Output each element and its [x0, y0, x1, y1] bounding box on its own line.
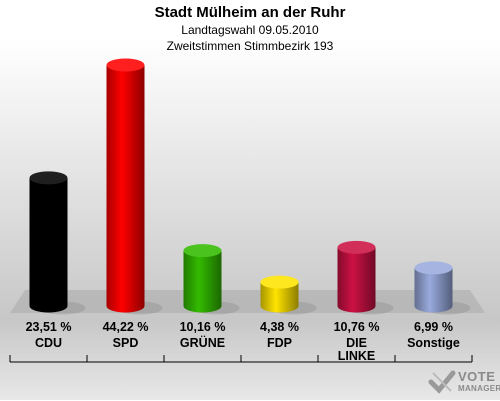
category-label-spd: SPD [112, 336, 139, 350]
bar-body [183, 250, 222, 306]
chart-title: Stadt Mülheim an der Ruhr [154, 4, 346, 21]
bar-top [414, 261, 453, 275]
bar-cdu [29, 171, 86, 315]
bar-top [29, 171, 68, 185]
bar-bottom [260, 299, 299, 313]
category-label-die-linke: DIE LINKE [337, 336, 376, 363]
bar-spd [106, 58, 163, 315]
category-label-sonstige: Sonstige [407, 336, 460, 350]
bar-bottom [106, 299, 145, 313]
value-label-grüne: 10,16 % [179, 320, 226, 334]
bar-top [260, 275, 299, 289]
value-label-sonstige: 6,99 % [414, 320, 453, 334]
logo-word-manager: MANAGER [458, 384, 500, 393]
bar-top [337, 240, 376, 254]
bars-group [29, 58, 471, 315]
vote-manager-logo: VOTE MANAGER [428, 368, 500, 398]
bar-top [183, 244, 222, 258]
bar-body [106, 65, 145, 306]
bar-die-linke [337, 240, 394, 315]
axis-ticks-group [9, 355, 473, 362]
value-label-fdp: 4,38 % [260, 320, 299, 334]
value-label-spd: 44,22 % [102, 320, 149, 334]
value-label-die-linke: 10,76 % [333, 320, 380, 334]
bar-grüne [183, 244, 240, 315]
chart-subtitle-district: Zweitstimmen Stimmbezirk 193 [166, 39, 334, 53]
bar-bottom [183, 299, 222, 313]
bar-bottom [29, 299, 68, 313]
bar-top [106, 58, 145, 72]
category-label-grüne: GRÜNE [179, 336, 226, 350]
value-label-cdu: 23,51 % [25, 320, 72, 334]
logo-word-vote: VOTE [458, 369, 496, 384]
chart-subtitle-election: Landtagswahl 09.05.2010 [181, 23, 319, 37]
category-label-fdp: FDP [267, 336, 292, 350]
bar-fdp [260, 275, 317, 315]
vote-check-icon [428, 370, 456, 394]
bar-body [260, 282, 299, 306]
category-label-cdu: CDU [34, 336, 63, 350]
bar-bottom [414, 299, 453, 313]
bar-bottom [337, 299, 376, 313]
bar-body [337, 247, 376, 306]
bar-body [29, 177, 68, 306]
bar-sonstige [414, 261, 471, 315]
